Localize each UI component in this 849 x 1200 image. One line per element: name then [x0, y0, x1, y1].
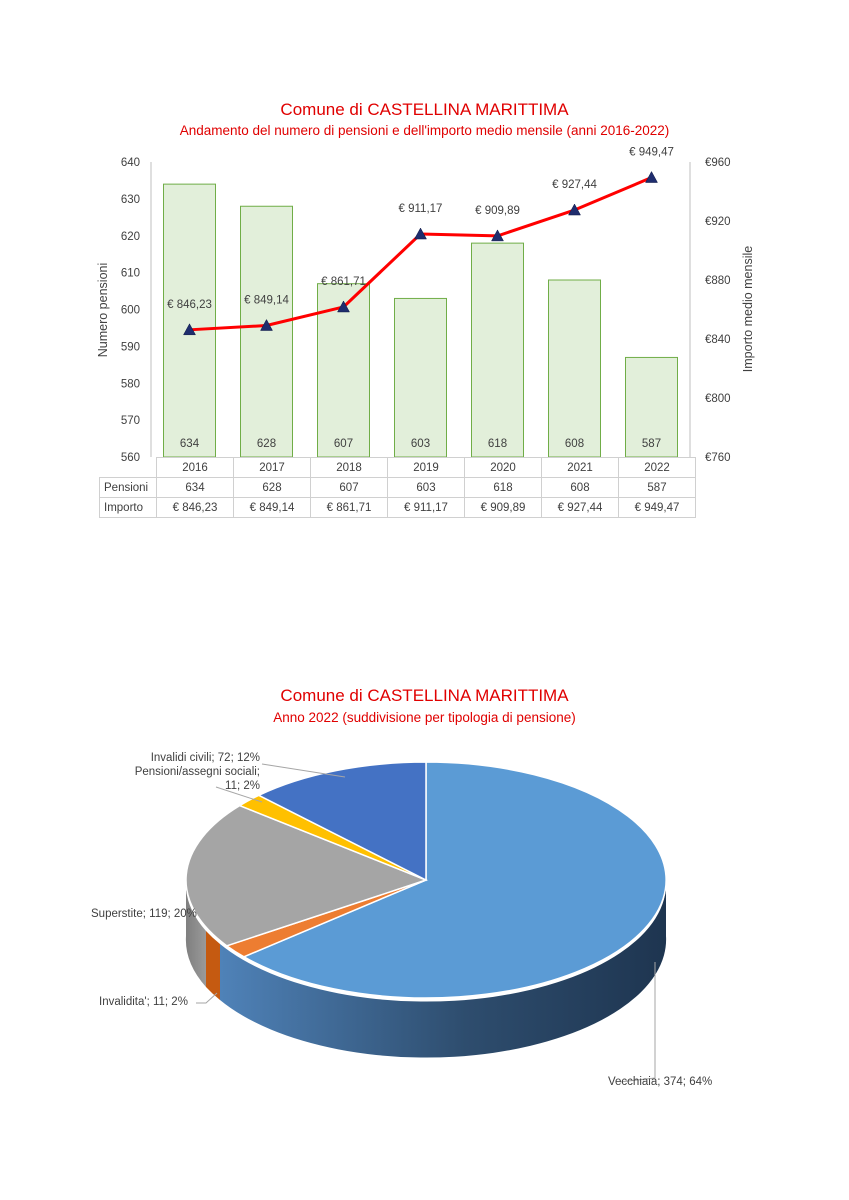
- bar-value-label: 603: [411, 438, 430, 450]
- importo-value-label: € 911,17: [399, 203, 443, 215]
- y2-axis-label: Importo medio mensile: [741, 246, 755, 372]
- y-tick-label: 590: [121, 341, 140, 353]
- importo-marker-2020: [491, 229, 504, 242]
- data-table-cell: 628: [233, 477, 311, 498]
- pie-slice-invalidi-civili: [257, 761, 427, 882]
- importo-value-label: € 927,44: [552, 179, 597, 191]
- pie-slice-pensioni-assegni-sociali: [238, 794, 427, 881]
- data-table-cell: € 949,47: [618, 497, 696, 518]
- pie-slice-invalidita-: [225, 879, 427, 958]
- x-tick-label: 2016: [156, 457, 234, 478]
- label-pensioni-sociali: Pensioni/assegni sociali;: [134, 766, 260, 778]
- chart2-title: Comune di CASTELLINA MARITTIMA: [280, 686, 569, 705]
- data-table-cell: € 909,89: [464, 497, 542, 518]
- data-table-cell: € 849,14: [233, 497, 311, 518]
- pie-side-superstite: [185, 880, 206, 987]
- chart1-plot: 634 628 607 603 618 608 587 € 846,23 € 849,14 € …: [96, 147, 755, 464]
- bar-value-label: 608: [565, 438, 584, 450]
- chart2-subtitle: Anno 2022 (suddivisione per tipologia di…: [273, 710, 576, 725]
- bar-2020: [471, 242, 524, 458]
- bar-value-label: 607: [334, 438, 353, 450]
- data-table-cell: € 927,44: [541, 497, 619, 518]
- y-axis-label: Numero pensioni: [96, 263, 110, 358]
- data-table-cell: € 861,71: [310, 497, 388, 518]
- leader-invalidi-civili: [261, 763, 346, 778]
- bar-2016: [163, 183, 216, 458]
- leader-vecchiaia: [619, 962, 656, 1083]
- x-tick-label: 2018: [310, 457, 388, 478]
- label-pensioni-sociali-2: 11; 2%: [225, 780, 260, 792]
- y2-tick-label: €840: [705, 334, 731, 346]
- data-table-cell: 603: [387, 477, 465, 498]
- data-table-row-label: Pensioni: [99, 477, 157, 498]
- importo-marker-2021: [568, 203, 581, 216]
- data-table-cell: 607: [310, 477, 388, 498]
- x-tick-label: 2022: [618, 457, 696, 478]
- y2-tick-label: €920: [705, 216, 731, 228]
- data-table-row-label: Importo: [99, 497, 157, 518]
- data-table-row-pensioni: Pensioni 634 628 607 603 618 608 587: [99, 477, 696, 498]
- data-table-cell: 634: [156, 477, 234, 498]
- data-table-cell: € 846,23: [156, 497, 234, 518]
- y-tick-label: 610: [121, 268, 140, 280]
- y-tick-label: 640: [121, 157, 140, 169]
- y2-tick-label: €800: [705, 393, 731, 405]
- chart1-subtitle: Andamento del numero di pensioni e dell'…: [179, 123, 670, 138]
- pie-side-vecchiaia: [220, 880, 667, 1058]
- bar-2021: [548, 279, 601, 458]
- label-vecchiaia: Vecchiaia; 374; 64%: [608, 1076, 713, 1088]
- data-table-row-categories: 2016 2017 2018 2019 2020 2021 2022: [99, 457, 696, 478]
- bar-2022: [625, 356, 678, 458]
- x-tick-label: 2020: [464, 457, 542, 478]
- leader-superstite: [197, 914, 206, 921]
- importo-value-label: € 949,47: [629, 147, 674, 159]
- data-table-cell: 587: [618, 477, 696, 498]
- y-tick-label: 580: [121, 378, 140, 390]
- y2-tick-label: €880: [705, 275, 731, 287]
- leader-invalidita: [196, 992, 218, 1004]
- y-tick-label: 620: [121, 231, 140, 243]
- importo-marker-2018: [337, 300, 350, 313]
- pie-side-invalidita: [206, 931, 220, 1000]
- y-tick-label: 570: [121, 415, 140, 427]
- importo-value-label: € 849,14: [244, 295, 289, 307]
- importo-value-label: € 909,89: [475, 205, 520, 217]
- chart1-title: Comune di CASTELLINA MARITTIMA: [280, 100, 569, 119]
- y-tick-label: 600: [121, 305, 140, 317]
- importo-value-label: € 861,71: [321, 276, 366, 288]
- x-tick-label: 2019: [387, 457, 465, 478]
- pie-slice-superstite: [185, 804, 429, 947]
- data-table-corner: [99, 457, 157, 478]
- bar-2017: [240, 205, 293, 458]
- label-superstite: Superstite; 119; 20%: [91, 908, 197, 920]
- importo-marker-2017: [260, 318, 273, 331]
- importo-marker-2019: [414, 227, 427, 240]
- data-table-cell: 618: [464, 477, 542, 498]
- y-tick-label: 630: [121, 194, 140, 206]
- data-table-row-importo: Importo € 846,23 € 849,14 € 861,71 € 911,17…: [99, 497, 696, 518]
- x-tick-label: 2017: [233, 457, 311, 478]
- data-table-cell: 608: [541, 477, 619, 498]
- label-invalidita: Invalidita'; 11; 2%: [99, 996, 188, 1008]
- importo-marker-2022: [645, 171, 658, 183]
- x-tick-label: 2021: [541, 457, 619, 478]
- importo-value-label: € 846,23: [167, 299, 212, 311]
- bar-2019: [394, 297, 447, 458]
- data-table-cell: € 911,17: [387, 497, 465, 518]
- y2-tick-label: €760: [705, 452, 731, 464]
- bar-value-label: 618: [488, 438, 507, 450]
- y2-tick-label: €960: [705, 157, 731, 169]
- pie-slice-vecchiaia: [242, 761, 667, 999]
- bar-value-label: 634: [180, 438, 200, 450]
- importo-marker-2016: [183, 323, 196, 336]
- bar-value-label: 587: [642, 438, 661, 450]
- chart1-data-table: 2016 2017 2018 2019 2020 2021 2022 Pensioni 63…: [99, 457, 696, 518]
- bar-value-label: 628: [257, 438, 276, 450]
- label-invalidi-civili: Invalidi civili; 72; 12%: [150, 752, 260, 764]
